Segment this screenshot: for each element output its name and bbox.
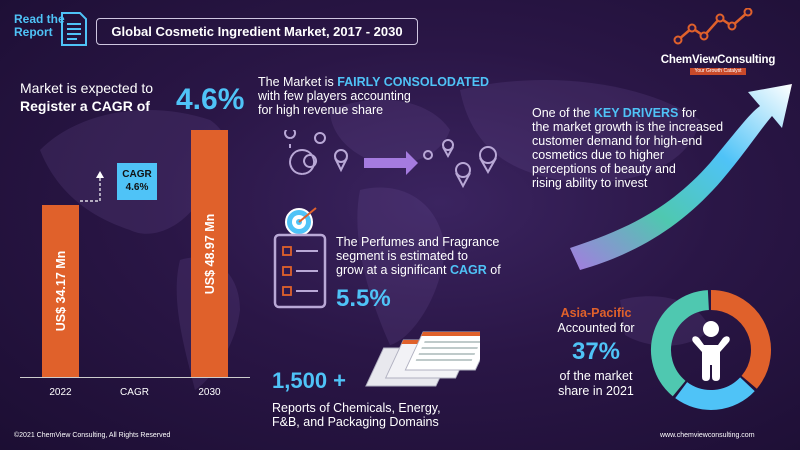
drivers-line-1: the market growth is the increased <box>532 120 724 134</box>
x-axis-label-2030: 2030 <box>198 387 221 398</box>
asia-share-donut-chart <box>651 290 771 410</box>
logo-chart-icon <box>673 8 753 45</box>
asia-accounted-line: Accounted for <box>557 321 635 335</box>
cagr-annotation-box: CAGR 4.6% <box>117 163 157 200</box>
perfumes-line3-post: of <box>486 263 501 277</box>
asia-footnote: of the market share in 2021 <box>551 369 641 399</box>
market-size-bar-chart: 2022 US$ 34.17 Mn CAGR 2030 US$ 48.97 Mn <box>0 0 260 450</box>
read-line-2: Report <box>14 25 53 39</box>
document-icon[interactable] <box>60 12 88 46</box>
perfumes-line1: The Perfumes and Fragrance <box>336 235 500 249</box>
asia-region-name: Asia-Pacific <box>560 306 632 320</box>
perfumes-line2: segment is estimated to <box>336 249 469 263</box>
read-line-1: Read the <box>14 12 65 26</box>
consolidation-pre: The Market is <box>258 75 338 89</box>
location-pins-icon <box>284 130 497 189</box>
reports-text: Reports of Chemicals, Energy, F&B, and P… <box>272 401 472 429</box>
cagr-intro-line2: Register a CAGR of <box>20 98 150 114</box>
donut-segment-asia-pacific <box>710 290 771 389</box>
perfumes-cagr-value: 5.5% <box>336 285 391 312</box>
asia-share-value: 37% <box>571 338 621 365</box>
perfumes-line3-pre: grow at a significant <box>336 263 450 277</box>
drivers-line-2: customer demand for high-end <box>532 134 703 148</box>
drivers-line-5: rising ability to invest <box>532 176 648 190</box>
drivers-line-4: perceptions of beauty and <box>532 162 676 176</box>
x-axis-label-2022: 2022 <box>49 387 72 398</box>
perfumes-text: The Perfumes and Fragrance segment is es… <box>336 235 501 277</box>
footer-website-link[interactable]: www.chemviewconsulting.com <box>660 432 755 439</box>
donut-segments <box>651 290 771 410</box>
checklist-target-icon <box>273 207 327 309</box>
bar-2030: US$ 48.97 Mn <box>191 130 228 377</box>
bar-label-2022: US$ 34.17 Mn <box>53 250 68 332</box>
cagr-annotation-label: CAGR <box>122 169 152 180</box>
drivers-highlight: KEY DRIVERS <box>593 106 679 120</box>
logo-tagline: Your Growth Catalyst <box>690 68 746 75</box>
logo-name: ChemViewConsulting <box>660 54 776 66</box>
reports-line1: Reports of Chemicals, Energy, <box>272 401 441 415</box>
cagr-annotation-value: 4.6% <box>125 182 149 193</box>
donut-segment-3 <box>651 290 710 397</box>
drivers-pre: One of the <box>532 106 594 120</box>
reports-count: 1,500 + <box>272 368 347 393</box>
consolidation-line2: with few players accounting <box>258 89 411 103</box>
asia-foot-line1: of the market <box>559 369 633 383</box>
footer-copyright: ©2021 ChemView Consulting, All Rights Re… <box>14 432 171 439</box>
page-title: Global Cosmetic Ingredient Market, 2017 … <box>96 18 418 45</box>
key-drivers-text: One of the KEY DRIVERS for the market gr… <box>532 106 723 190</box>
cagr-growth-connector <box>80 171 104 202</box>
donut-segment-2 <box>675 377 755 410</box>
reports-line2: F&B, and Packaging Domains <box>272 415 439 429</box>
consolidation-text: The Market is FAIRLY CONSOLODATED with f… <box>258 75 489 117</box>
drivers-post: for <box>678 106 697 120</box>
consolidation-highlight: FAIRLY CONSOLODATED <box>337 75 490 89</box>
read-the-report-label[interactable]: Read the Report <box>14 13 65 39</box>
person-icon <box>692 321 730 381</box>
cagr-value: 4.6% <box>176 83 245 116</box>
cagr-intro-line1: Market is expected to <box>20 80 154 96</box>
bar-label-2030: US$ 48.97 Mn <box>202 213 217 294</box>
perfumes-line3-highlight: CAGR <box>449 263 487 277</box>
asia-foot-line2: share in 2021 <box>558 384 634 398</box>
asia-pacific-label: Asia-Pacific Accounted for <box>556 306 636 336</box>
report-documents-icon <box>365 331 480 387</box>
bar-2022: US$ 34.17 Mn <box>42 204 79 377</box>
chart-axis-line <box>20 377 250 378</box>
consolidation-line3: for high revenue share <box>258 103 384 117</box>
growth-arrow-icon <box>570 84 792 270</box>
drivers-line-3: cosmetics due to higher <box>532 148 665 162</box>
x-axis-label-cagr: CAGR <box>120 387 149 398</box>
